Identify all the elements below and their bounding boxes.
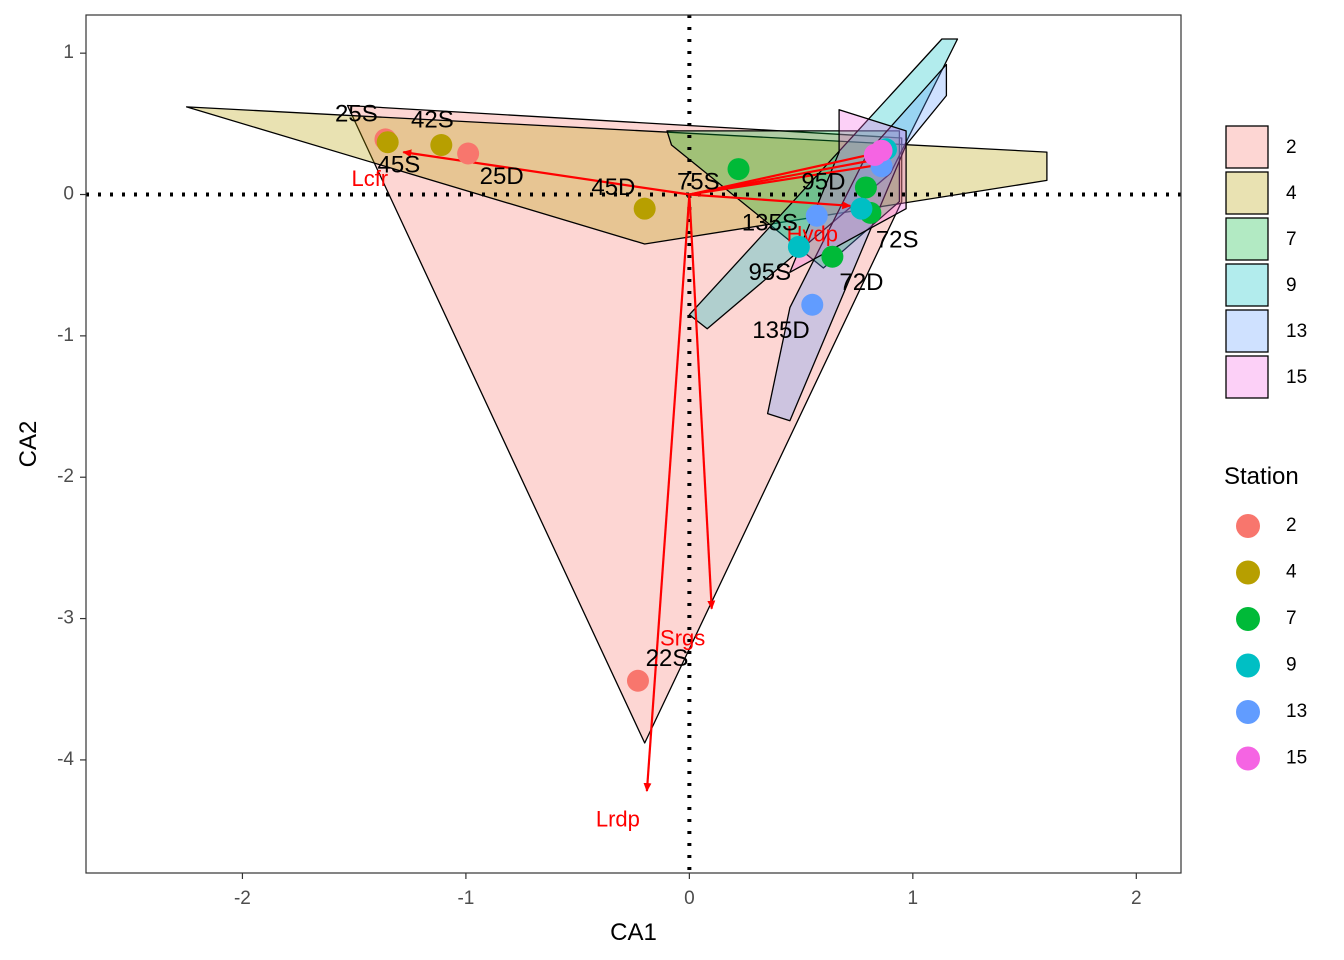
- y-tick-label: -3: [57, 608, 74, 629]
- point-label: 75S: [677, 169, 720, 196]
- station-legend-key: [1236, 700, 1260, 724]
- fill-legend-label: 2: [1286, 137, 1297, 158]
- point-layer: [374, 128, 898, 692]
- hull-station-4: [185, 106, 1048, 245]
- x-tick-label: -1: [457, 888, 474, 909]
- hull-station-13: [766, 63, 948, 422]
- station-legend-label: 13: [1286, 701, 1307, 722]
- y-tick-label: 0: [63, 184, 74, 205]
- point-label: 95S: [748, 259, 791, 286]
- x-tick-label: 0: [684, 888, 695, 909]
- fill-legend-label: 9: [1286, 275, 1297, 296]
- data-point-station-9: [850, 197, 873, 220]
- fill-legend-key: [1225, 217, 1269, 261]
- arrow-lrdp: [643, 194, 691, 793]
- station-legend-label: 7: [1286, 608, 1297, 629]
- arrow-hvdp: [689, 193, 852, 210]
- fill-legend-label: 4: [1286, 183, 1297, 204]
- y-tick-label: -1: [57, 325, 74, 346]
- data-point-station-4: [376, 131, 399, 154]
- arrow-label: Lcfr: [351, 166, 388, 191]
- y-tick-label: -4: [57, 749, 74, 770]
- fill-legend-label: 13: [1286, 321, 1307, 342]
- fill-legend-key: [1225, 263, 1269, 307]
- data-point-station-4: [633, 197, 656, 220]
- station-legend: Station 2 4 7 9 13 15: [1224, 463, 1307, 771]
- station-legend-key: [1236, 514, 1260, 538]
- point-label: 72D: [839, 269, 883, 296]
- data-point-station-7: [854, 176, 877, 199]
- fill-legend-key-bg: [1226, 126, 1268, 168]
- axes: -2 -1 0 1 2 1 0 -1 -2 -3 -4: [57, 42, 1142, 909]
- fill-legend-label: 15: [1286, 367, 1307, 388]
- data-point-station-7: [727, 158, 750, 181]
- arrow-unlabeled-6: [689, 160, 890, 196]
- station-legend-label: 4: [1286, 562, 1297, 583]
- fill-legend-label: 7: [1286, 229, 1297, 250]
- fill-legend-key-bg: [1226, 356, 1268, 398]
- arrow-lcfr: [402, 149, 690, 196]
- station-legend-key: [1236, 653, 1260, 678]
- x-axis-title: CA1: [610, 919, 657, 946]
- data-point-station-4: [430, 134, 453, 157]
- point-label: 95D: [801, 169, 845, 196]
- data-point-station-7: [821, 245, 844, 268]
- station-legend-key: [1236, 560, 1260, 585]
- fill-legend-key-bg: [1226, 218, 1268, 260]
- station-legend-label: 2: [1286, 515, 1297, 536]
- reference-lines: [86, 15, 1181, 873]
- x-tick-label: -2: [234, 888, 251, 909]
- fill-legend-key: [1225, 171, 1269, 215]
- hull-station-2: [346, 104, 903, 744]
- data-point-station-15: [870, 139, 893, 162]
- fill-legend-key: [1225, 355, 1269, 399]
- data-point-station-2: [626, 669, 649, 692]
- point-label: 72S: [876, 227, 919, 254]
- data-point-station-2: [457, 142, 480, 165]
- station-legend-key: [1236, 746, 1260, 771]
- data-point-station-13: [805, 204, 828, 227]
- point-label: 25D: [480, 163, 524, 190]
- x-tick-label: 1: [908, 888, 919, 909]
- point-label: 135D: [752, 317, 809, 344]
- fill-legend-key-bg: [1226, 172, 1268, 214]
- point-label: 25S: [335, 101, 378, 128]
- station-legend-key: [1236, 607, 1260, 631]
- fill-legend-key: [1225, 125, 1269, 169]
- fill-legend-key: [1225, 309, 1269, 353]
- fill-legend-key-bg: [1226, 310, 1268, 352]
- y-tick-label: -2: [57, 466, 74, 487]
- point-label: 42S: [411, 106, 454, 133]
- station-legend-title: Station: [1224, 463, 1299, 490]
- point-label: 45S: [378, 152, 421, 179]
- y-axis-title: CA2: [15, 421, 42, 468]
- arrow-label: Lrdp: [596, 807, 640, 832]
- data-point-station-9: [787, 235, 810, 258]
- arrow-srgs: [688, 194, 716, 610]
- fill-legend: 2 4 7 9 13 15: [1225, 125, 1307, 399]
- point-label: 45D: [591, 174, 635, 201]
- station-legend-label: 15: [1286, 748, 1307, 769]
- data-point-station-13: [801, 293, 824, 316]
- x-tick-label: 2: [1131, 888, 1142, 909]
- y-tick-label: 1: [63, 42, 74, 63]
- fill-legend-key-bg: [1226, 264, 1268, 306]
- station-legend-label: 9: [1286, 655, 1297, 676]
- hull-layer: [185, 38, 1048, 744]
- point-label: 22S: [646, 645, 689, 672]
- arrow-label: Srgs: [660, 626, 705, 651]
- point-label: 135S: [742, 210, 798, 237]
- plot-panel-border: [85, 14, 1182, 874]
